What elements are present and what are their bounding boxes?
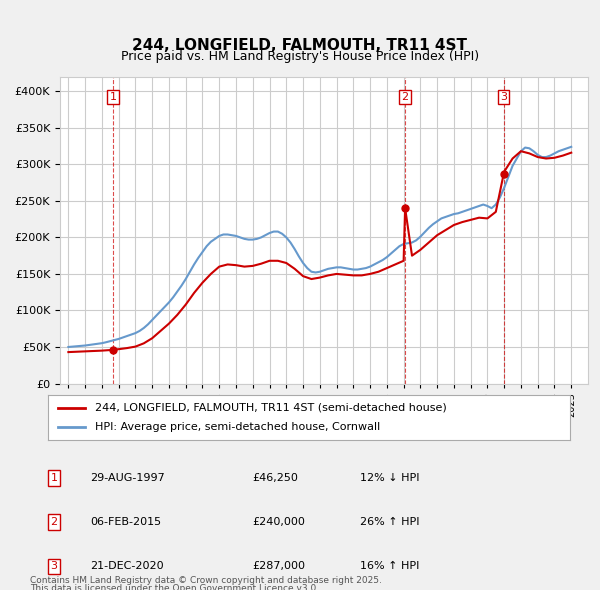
Text: Contains HM Land Registry data © Crown copyright and database right 2025.: Contains HM Land Registry data © Crown c… — [30, 576, 382, 585]
Text: 244, LONGFIELD, FALMOUTH, TR11 4ST (semi-detached house): 244, LONGFIELD, FALMOUTH, TR11 4ST (semi… — [95, 403, 447, 412]
Text: 26% ↑ HPI: 26% ↑ HPI — [360, 517, 419, 527]
Text: £46,250: £46,250 — [252, 473, 298, 483]
Text: £287,000: £287,000 — [252, 562, 305, 571]
Text: 12% ↓ HPI: 12% ↓ HPI — [360, 473, 419, 483]
Text: 21-DEC-2020: 21-DEC-2020 — [90, 562, 164, 571]
Text: This data is licensed under the Open Government Licence v3.0.: This data is licensed under the Open Gov… — [30, 584, 319, 590]
Text: Price paid vs. HM Land Registry's House Price Index (HPI): Price paid vs. HM Land Registry's House … — [121, 50, 479, 63]
Text: 2: 2 — [401, 92, 409, 102]
Text: £240,000: £240,000 — [252, 517, 305, 527]
Text: 29-AUG-1997: 29-AUG-1997 — [90, 473, 165, 483]
Text: HPI: Average price, semi-detached house, Cornwall: HPI: Average price, semi-detached house,… — [95, 422, 380, 432]
Text: 1: 1 — [109, 92, 116, 102]
Text: 1: 1 — [50, 473, 58, 483]
Text: 2: 2 — [50, 517, 58, 527]
Text: 06-FEB-2015: 06-FEB-2015 — [90, 517, 161, 527]
Text: 3: 3 — [50, 562, 58, 571]
Text: 244, LONGFIELD, FALMOUTH, TR11 4ST: 244, LONGFIELD, FALMOUTH, TR11 4ST — [133, 38, 467, 53]
Text: 3: 3 — [500, 92, 507, 102]
Text: 16% ↑ HPI: 16% ↑ HPI — [360, 562, 419, 571]
